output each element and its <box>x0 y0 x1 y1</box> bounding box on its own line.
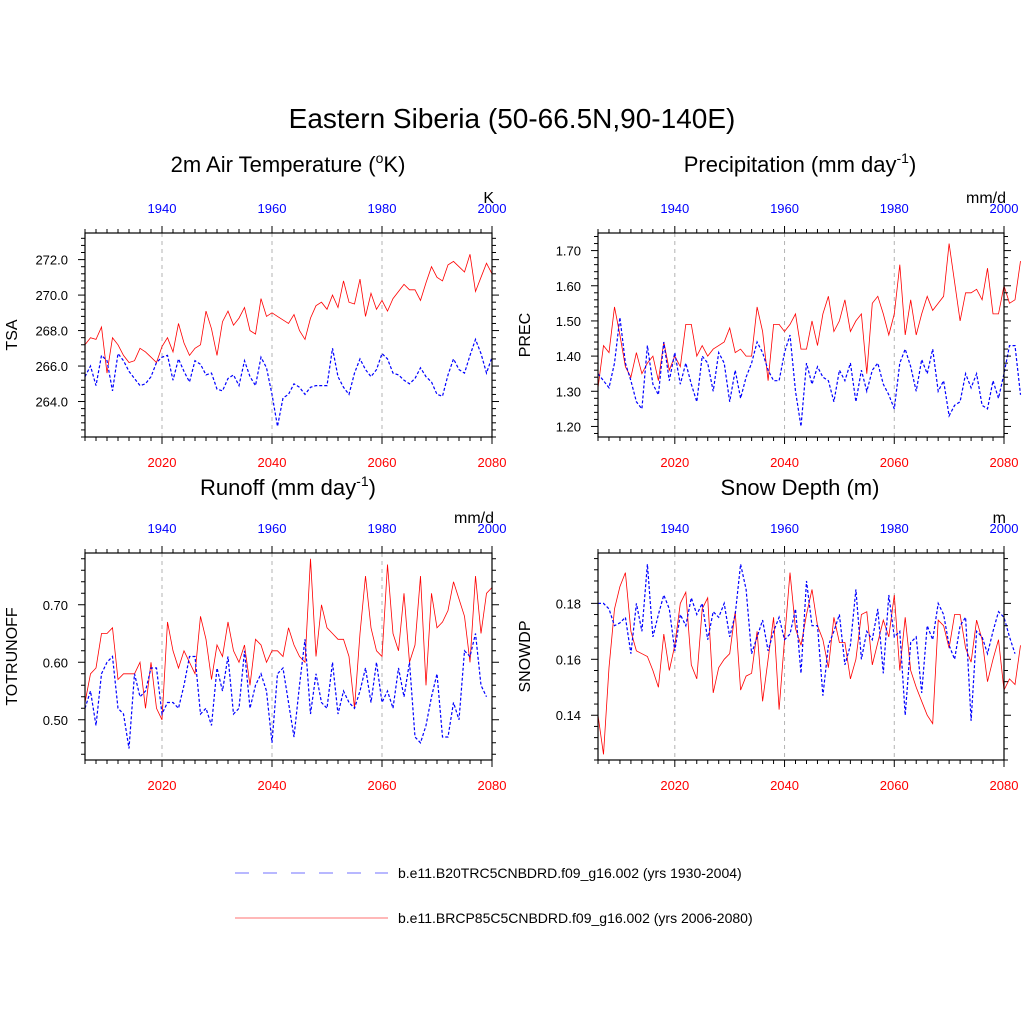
panel-4-ytick-label-0.18: 0.18 <box>556 596 581 611</box>
panel-1-xtick-label-2040: 2040 <box>258 455 287 470</box>
panel-1-title-sup: o <box>376 150 384 166</box>
panel-2: Precipitation (mm day-1) 2020 2040 2060 2080… <box>517 150 1022 470</box>
panel-1-xtick-label-2060: 2060 <box>368 455 397 470</box>
panel-2-ylabel: PREC <box>517 313 534 357</box>
panel-2-xtick-label-2020: 2020 <box>660 455 689 470</box>
panel-4-xtick-label-2020: 2020 <box>660 778 689 793</box>
panel-1-frame <box>84 232 493 438</box>
panel-2-frame <box>597 232 1005 438</box>
panel-1-ytick-label-270.0: 270.0 <box>35 288 68 303</box>
panel-2-top-tick-label-1940: 1940 <box>660 201 689 216</box>
panel-4-top-tick-label-1960: 1960 <box>770 521 799 536</box>
panel-4-units: m <box>993 510 1006 527</box>
panel-4-ytick-label-0.14: 0.14 <box>556 708 581 723</box>
panel-3-xtick-label-2040: 2040 <box>258 778 287 793</box>
panel-3-frame <box>84 552 493 761</box>
panel-3-top-tick-label-1940: 1940 <box>148 521 177 536</box>
panel-3-top-tick-label-1980: 1980 <box>368 521 397 536</box>
panel-1-xtick-label-2080: 2080 <box>478 455 507 470</box>
panel-3-xtick-label-2020: 2020 <box>148 778 177 793</box>
panel-1-title-after: K) <box>383 152 405 177</box>
panel-2-series-historical-line <box>597 317 1022 427</box>
panel-2-ytick-label-1.70: 1.70 <box>556 244 581 259</box>
panel-2-title: Precipitation (mm day-1) <box>684 150 917 177</box>
panel-1: 2m Air Temperature (oK) 2020 2040 2060 2080 1… <box>4 150 506 470</box>
panel-3-title-after: ) <box>369 475 376 500</box>
panel-2-ytick-label-1.50: 1.50 <box>556 314 581 329</box>
panel-1-ytick-label-266.0: 266.0 <box>35 359 68 374</box>
panel-4-series-historical-line <box>598 564 1016 721</box>
panel-2-ytick-label-1.20: 1.20 <box>556 419 581 434</box>
panel-1-title: 2m Air Temperature (oK) <box>171 150 406 177</box>
panel-3-ylabel: TOTRUNOFF <box>4 607 21 706</box>
panel-4-frame <box>597 552 1005 761</box>
panel-1-series-future-line <box>84 254 493 374</box>
panel-3-ytick-label-0.50: 0.50 <box>43 713 68 728</box>
panel-4-top-tick-label-1980: 1980 <box>880 521 909 536</box>
panel-2-title-sup: -1 <box>896 150 909 166</box>
panel-3-title-text: Runoff (mm day <box>200 475 356 500</box>
panel-1-units: K <box>483 190 494 207</box>
panel-3-xtick-label-2080: 2080 <box>478 778 507 793</box>
panel-3-title: Runoff (mm day-1) <box>200 473 376 500</box>
panel-1-ytick-label-272.0: 272.0 <box>35 253 68 268</box>
panel-4-xtick-label-2040: 2040 <box>770 778 799 793</box>
panel-3: Runoff (mm day-1) 2020 2040 2060 2080 1940 196… <box>4 473 506 793</box>
panel-3-top-tick-label-1960: 1960 <box>258 521 287 536</box>
panel-2-xtick-label-2040: 2040 <box>770 455 799 470</box>
panel-2-ytick-label-1.30: 1.30 <box>556 384 581 399</box>
panel-4: Snow Depth (m) 2020 2040 2060 2080 1940 1960 19… <box>517 475 1021 793</box>
panel-2-xtick-label-2080: 2080 <box>990 455 1019 470</box>
panel-1-top-tick-label-1960: 1960 <box>258 201 287 216</box>
panel-2-top-tick-label-1980: 1980 <box>880 201 909 216</box>
panel-4-top-tick-label-1940: 1940 <box>660 521 689 536</box>
panel-4-ytick-label-0.16: 0.16 <box>556 652 581 667</box>
panel-2-top-tick-label-1960: 1960 <box>770 201 799 216</box>
panels: 2m Air Temperature (oK)2020 2040 2060 20801… <box>4 150 1022 793</box>
panel-2-series-future-line <box>597 243 1021 388</box>
panel-4-title-text: Snow Depth (m) <box>721 475 880 500</box>
panel-3-ytick-label-0.60: 0.60 <box>43 655 68 670</box>
panel-1-ytick-label-268.0: 268.0 <box>35 324 68 339</box>
panel-2-top-tick-label-2000: 2000 <box>990 201 1019 216</box>
panel-3-ytick-label-0.70: 0.70 <box>43 598 68 613</box>
panel-1-top-tick-label-2000: 2000 <box>478 201 507 216</box>
panel-2-ytick-label-1.60: 1.60 <box>556 279 581 294</box>
legend-label-historical: b.e11.B20TRC5CNBDRD.f09_g16.002 (yrs 193… <box>398 865 742 881</box>
panel-1-xtick-label-2020: 2020 <box>148 455 177 470</box>
panel-3-series-future-line <box>84 558 493 720</box>
panel-1-ylabel: TSA <box>4 319 21 350</box>
panel-1-title-text: 2m Air Temperature ( <box>171 152 377 177</box>
panel-2-ytick-label-1.40: 1.40 <box>556 349 581 364</box>
panel-3-xtick-label-2060: 2060 <box>368 778 397 793</box>
panel-2-units: mm/d <box>966 190 1006 207</box>
legend: b.e11.B20TRC5CNBDRD.f09_g16.002 (yrs 193… <box>235 865 753 926</box>
panel-3-series-historical-line <box>84 633 488 749</box>
panel-4-xtick-label-2060: 2060 <box>880 778 909 793</box>
panel-3-top-tick-label-2000: 2000 <box>478 521 507 536</box>
panel-2-xtick-label-2060: 2060 <box>880 455 909 470</box>
panel-2-title-after: ) <box>909 152 916 177</box>
panel-4-ylabel: SNOWDP <box>517 621 534 693</box>
panel-4-title: Snow Depth (m) <box>721 475 880 500</box>
panel-3-units: mm/d <box>454 510 494 527</box>
panel-2-title-text: Precipitation (mm day <box>684 152 897 177</box>
panel-1-top-tick-label-1940: 1940 <box>148 201 177 216</box>
panel-1-top-tick-label-1980: 1980 <box>368 201 397 216</box>
panel-1-series-historical-line <box>84 337 493 427</box>
panel-1-ytick-label-264.0: 264.0 <box>35 395 68 410</box>
panel-3-title-sup: -1 <box>356 473 369 489</box>
figure-title: Eastern Siberia (50-66.5N,90-140E) <box>289 103 736 134</box>
panel-4-top-tick-label-2000: 2000 <box>990 521 1019 536</box>
legend-label-future: b.e11.BRCP85C5CNBDRD.f09_g16.002 (yrs 20… <box>398 910 753 926</box>
panel-4-xtick-label-2080: 2080 <box>990 778 1019 793</box>
